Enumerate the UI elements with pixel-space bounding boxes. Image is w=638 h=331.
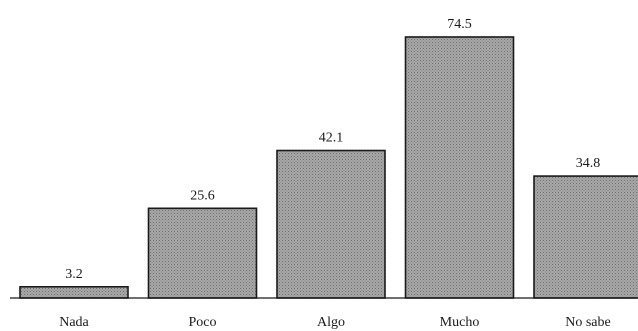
bar-algo (276, 149, 386, 299)
bar-mucho (404, 36, 515, 299)
bar-poco (147, 207, 258, 299)
bar-no-sabe (533, 175, 638, 299)
data-label: 25.6 (190, 188, 215, 203)
bars-group (19, 36, 638, 299)
category-label: Poco (189, 315, 217, 330)
category-label: Nada (59, 315, 89, 330)
category-label: Mucho (440, 315, 480, 330)
data-labels-group: 3.2 25.6 42.1 74.5 34.8 (65, 17, 600, 282)
data-label: 74.5 (447, 17, 472, 32)
category-label: No sabe (565, 315, 611, 330)
category-labels-group: Nada Poco Algo Mucho No sabe (59, 315, 611, 330)
data-label: 34.8 (576, 156, 601, 171)
data-label: 42.1 (319, 131, 344, 146)
data-label: 3.2 (65, 267, 83, 282)
bar-nada (19, 285, 129, 299)
category-label: Algo (317, 315, 345, 330)
